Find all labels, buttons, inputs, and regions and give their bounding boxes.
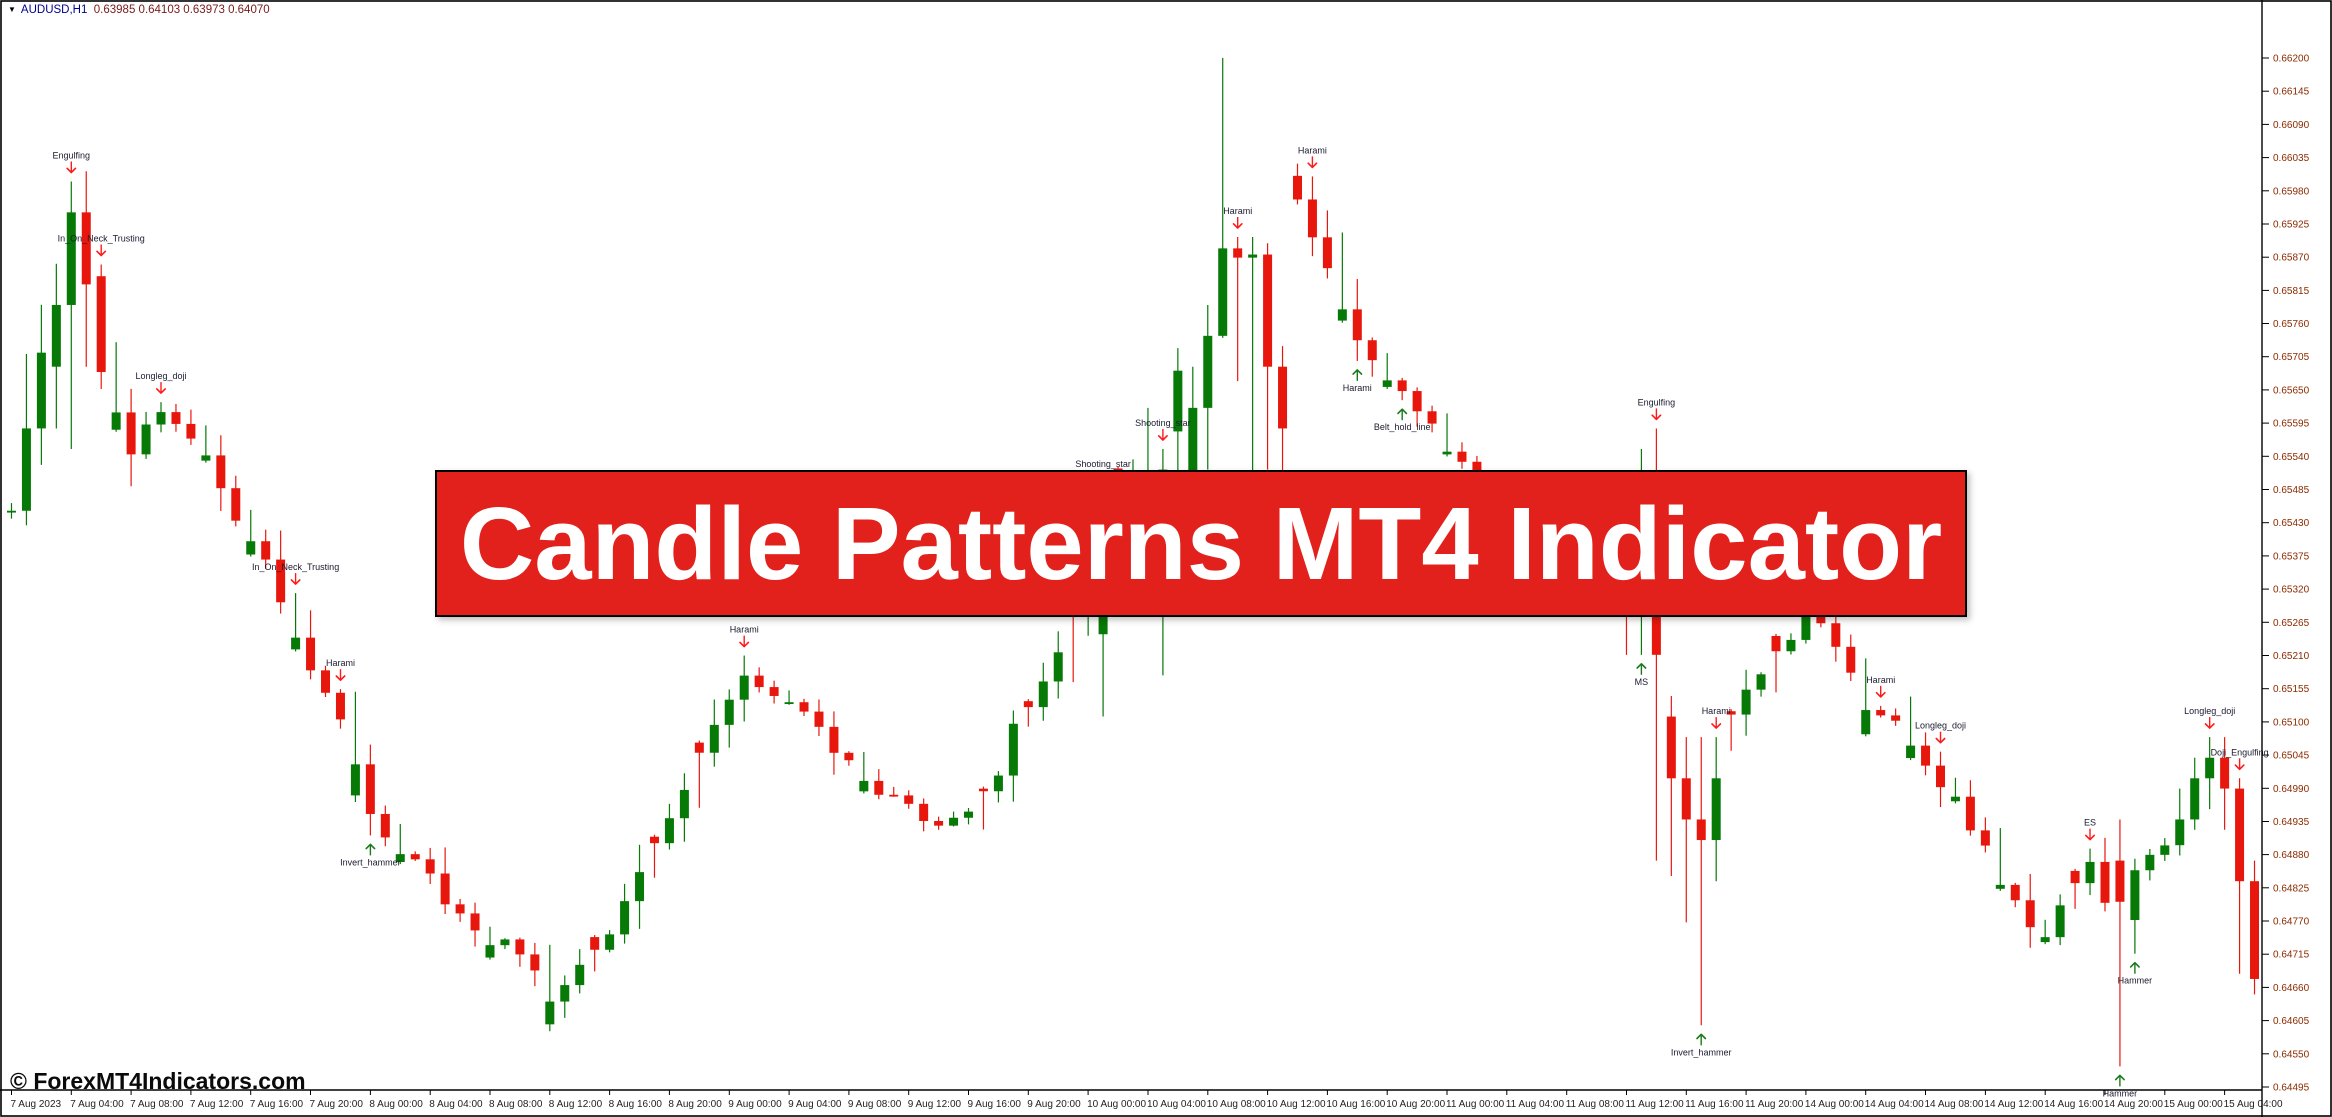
svg-text:0.65375: 0.65375 [2273, 551, 2310, 562]
svg-text:0.65265: 0.65265 [2273, 618, 2310, 629]
svg-text:0.64935: 0.64935 [2273, 817, 2310, 828]
svg-text:11 Aug 04:00: 11 Aug 04:00 [1506, 1099, 1565, 1110]
svg-text:0.65925: 0.65925 [2273, 220, 2310, 231]
svg-text:10 Aug 20:00: 10 Aug 20:00 [1386, 1099, 1445, 1110]
svg-text:MS: MS [1635, 677, 1649, 687]
svg-text:0.65870: 0.65870 [2273, 253, 2310, 264]
svg-text:Engulfing: Engulfing [1638, 397, 1676, 407]
svg-text:Harami: Harami [326, 658, 355, 668]
svg-text:11 Aug 16:00: 11 Aug 16:00 [1685, 1099, 1744, 1110]
svg-text:8 Aug 16:00: 8 Aug 16:00 [609, 1099, 663, 1110]
svg-text:9 Aug 20:00: 9 Aug 20:00 [1027, 1099, 1081, 1110]
svg-text:Longleg_doji: Longleg_doji [135, 371, 186, 381]
svg-text:0.64495: 0.64495 [2273, 1083, 2310, 1094]
svg-text:Invert_hammer: Invert_hammer [1671, 1047, 1732, 1057]
svg-text:14 Aug 04:00: 14 Aug 04:00 [1865, 1099, 1924, 1110]
svg-text:10 Aug 00:00: 10 Aug 00:00 [1087, 1099, 1146, 1110]
svg-text:0.64715: 0.64715 [2273, 950, 2310, 961]
svg-text:8 Aug 08:00: 8 Aug 08:00 [489, 1099, 543, 1110]
svg-text:15 Aug 00:00: 15 Aug 00:00 [2164, 1099, 2223, 1110]
svg-text:0.65045: 0.65045 [2273, 751, 2310, 762]
svg-text:0.65540: 0.65540 [2273, 452, 2310, 463]
svg-text:Harami: Harami [1702, 706, 1731, 716]
svg-text:7 Aug 12:00: 7 Aug 12:00 [190, 1099, 244, 1110]
svg-text:Doji_Engulfing: Doji_Engulfing [2211, 747, 2269, 757]
svg-text:10 Aug 12:00: 10 Aug 12:00 [1267, 1099, 1326, 1110]
svg-text:0.65815: 0.65815 [2273, 286, 2310, 297]
svg-text:10 Aug 04:00: 10 Aug 04:00 [1147, 1099, 1206, 1110]
svg-text:9 Aug 12:00: 9 Aug 12:00 [908, 1099, 962, 1110]
svg-text:0.66035: 0.66035 [2273, 153, 2310, 164]
svg-text:0.64880: 0.64880 [2273, 850, 2310, 861]
svg-text:0.65430: 0.65430 [2273, 518, 2310, 529]
svg-text:Harami: Harami [1866, 675, 1895, 685]
svg-text:0.64770: 0.64770 [2273, 917, 2310, 928]
svg-text:0.66090: 0.66090 [2273, 120, 2310, 131]
svg-text:10 Aug 16:00: 10 Aug 16:00 [1326, 1099, 1385, 1110]
svg-text:0.65320: 0.65320 [2273, 585, 2310, 596]
svg-text:0.64660: 0.64660 [2273, 983, 2310, 994]
svg-text:Longleg_doji: Longleg_doji [2184, 706, 2235, 716]
svg-text:7 Aug 2023: 7 Aug 2023 [11, 1099, 62, 1110]
svg-text:0.65155: 0.65155 [2273, 684, 2310, 695]
svg-text:0.64825: 0.64825 [2273, 883, 2310, 894]
svg-text:7 Aug 08:00: 7 Aug 08:00 [130, 1099, 184, 1110]
svg-text:Harami: Harami [1343, 383, 1372, 393]
svg-text:0.64605: 0.64605 [2273, 1016, 2310, 1027]
svg-text:9 Aug 04:00: 9 Aug 04:00 [788, 1099, 842, 1110]
svg-text:0.65980: 0.65980 [2273, 186, 2310, 197]
svg-text:Invert_hammer: Invert_hammer [340, 857, 401, 867]
svg-text:Harami: Harami [730, 625, 759, 635]
svg-text:8 Aug 20:00: 8 Aug 20:00 [668, 1099, 722, 1110]
svg-text:ES: ES [2084, 818, 2096, 828]
svg-text:0.64550: 0.64550 [2273, 1049, 2310, 1060]
svg-text:8 Aug 00:00: 8 Aug 00:00 [369, 1099, 423, 1110]
svg-text:11 Aug 12:00: 11 Aug 12:00 [1626, 1099, 1685, 1110]
svg-text:7 Aug 04:00: 7 Aug 04:00 [70, 1099, 124, 1110]
svg-text:0.65650: 0.65650 [2273, 385, 2310, 396]
svg-text:0.65210: 0.65210 [2273, 651, 2310, 662]
svg-text:10 Aug 08:00: 10 Aug 08:00 [1207, 1099, 1266, 1110]
svg-text:0.66200: 0.66200 [2273, 54, 2310, 65]
svg-text:In_On_Neck_Trusting: In_On_Neck_Trusting [252, 562, 339, 572]
svg-text:0.65485: 0.65485 [2273, 485, 2310, 496]
svg-text:Shooting_star: Shooting_star [1075, 459, 1131, 469]
svg-text:Longleg_doji: Longleg_doji [1915, 721, 1966, 731]
svg-text:11 Aug 20:00: 11 Aug 20:00 [1745, 1099, 1804, 1110]
svg-text:11 Aug 00:00: 11 Aug 00:00 [1446, 1099, 1505, 1110]
svg-text:Hammer: Hammer [2118, 976, 2153, 986]
svg-text:Belt_hold_line: Belt_hold_line [1374, 422, 1431, 432]
svg-text:8 Aug 12:00: 8 Aug 12:00 [549, 1099, 603, 1110]
svg-text:9 Aug 08:00: 9 Aug 08:00 [848, 1099, 902, 1110]
svg-text:7 Aug 16:00: 7 Aug 16:00 [250, 1099, 304, 1110]
svg-text:0.65595: 0.65595 [2273, 419, 2310, 430]
svg-text:7 Aug 20:00: 7 Aug 20:00 [310, 1099, 364, 1110]
svg-text:0.65705: 0.65705 [2273, 352, 2310, 363]
svg-text:14 Aug 08:00: 14 Aug 08:00 [1925, 1099, 1984, 1110]
svg-text:9 Aug 16:00: 9 Aug 16:00 [968, 1099, 1022, 1110]
svg-text:0.64990: 0.64990 [2273, 784, 2310, 795]
svg-text:9 Aug 00:00: 9 Aug 00:00 [728, 1099, 782, 1110]
svg-text:14 Aug 20:00: 14 Aug 20:00 [2104, 1099, 2163, 1110]
svg-text:Shooting_star: Shooting_star [1135, 418, 1191, 428]
svg-text:8 Aug 04:00: 8 Aug 04:00 [429, 1099, 483, 1110]
svg-text:Harami: Harami [1223, 206, 1252, 216]
svg-text:14 Aug 00:00: 14 Aug 00:00 [1805, 1099, 1864, 1110]
svg-text:0.66145: 0.66145 [2273, 87, 2310, 98]
svg-text:0.65760: 0.65760 [2273, 319, 2310, 330]
svg-text:Harami: Harami [1298, 145, 1327, 155]
svg-text:0.65100: 0.65100 [2273, 717, 2310, 728]
svg-text:11 Aug 08:00: 11 Aug 08:00 [1566, 1099, 1625, 1110]
svg-text:Engulfing: Engulfing [53, 151, 91, 161]
svg-text:In_On_Neck_Trusting: In_On_Neck_Trusting [58, 234, 145, 244]
svg-text:15 Aug 04:00: 15 Aug 04:00 [2224, 1099, 2283, 1110]
svg-text:14 Aug 12:00: 14 Aug 12:00 [1984, 1099, 2043, 1110]
svg-text:14 Aug 16:00: 14 Aug 16:00 [2044, 1099, 2103, 1110]
